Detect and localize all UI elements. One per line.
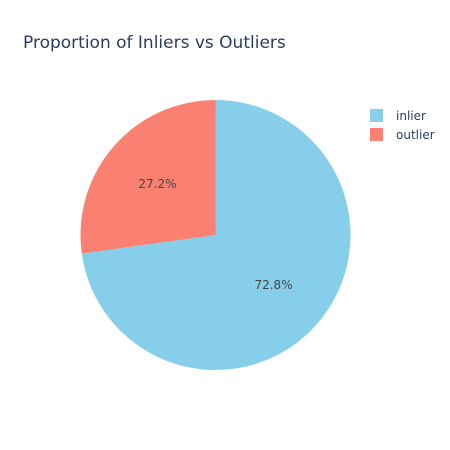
pie-slice-inlier[interactable]: [81, 100, 351, 370]
legend-label-outlier: outlier: [396, 127, 435, 142]
pie-label-inlier: 72.8%: [254, 278, 292, 292]
legend-item-inlier[interactable]: inlier: [370, 106, 435, 125]
pie-label-outlier: 27.2%: [138, 177, 176, 191]
legend-label-inlier: inlier: [396, 108, 426, 123]
legend-swatch-inlier: [370, 109, 383, 122]
chart-title: Proportion of Inliers vs Outliers: [23, 33, 286, 53]
legend-item-outlier[interactable]: outlier: [370, 125, 435, 144]
legend-swatch-outlier: [370, 128, 383, 141]
legend: inlier outlier: [370, 106, 435, 144]
pie-slice-outlier[interactable]: [80, 100, 216, 254]
